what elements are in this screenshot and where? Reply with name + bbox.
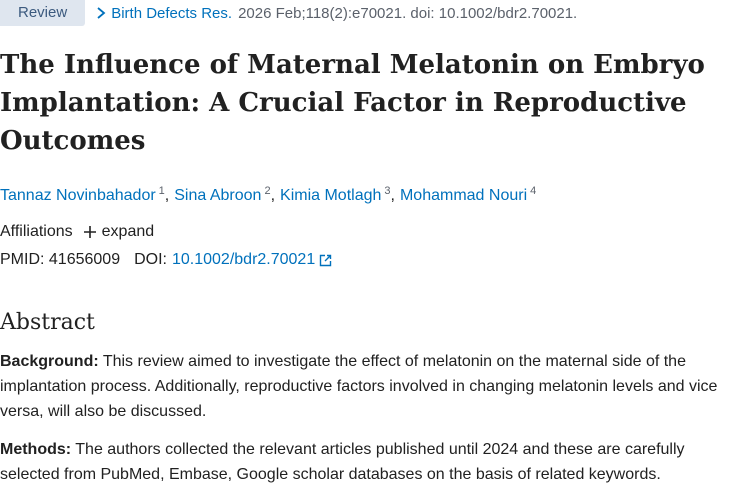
pmid-label: PMID: <box>0 251 45 268</box>
abstract-background: Background: This review aimed to investi… <box>0 349 740 424</box>
plus-icon <box>83 226 96 238</box>
expand-affiliations-button[interactable]: expand <box>83 221 155 243</box>
article-type-badge: Review <box>0 0 86 26</box>
journal-link[interactable]: Birth Defects Res. <box>111 4 233 22</box>
citation-bar: Review Birth Defects Res. 2026 Feb;118(2… <box>0 0 577 26</box>
author-link[interactable]: Kimia Motlagh 3 <box>280 185 391 204</box>
pmid-value: 41656009 <box>48 251 121 268</box>
abstract-methods: Methods: The authors collected the relev… <box>0 437 740 487</box>
external-link-icon <box>320 254 332 266</box>
author-list: Tannaz Novinbahador 1, Sina Abroon 2, Kimia … <box>0 180 536 207</box>
author-separator: , <box>164 187 170 204</box>
identifiers-row: PMID: 41656009 DOI: 10.1002/bdr2.70021 <box>0 249 332 271</box>
citation: Birth Defects Res. 2026 Feb;118(2):e7002… <box>95 5 577 22</box>
doi-link[interactable]: 10.1002/bdr2.70021 <box>172 249 332 271</box>
affiliation-ref[interactable]: 1 <box>158 185 165 197</box>
abstract-heading: Abstract <box>0 310 95 335</box>
author-link[interactable]: Mohammad Nouri 4 <box>399 185 537 204</box>
section-label: Methods: <box>0 441 72 458</box>
author-link[interactable]: Tannaz Novinbahador 1 <box>0 185 165 204</box>
citation-details: 2026 Feb;118(2):e70021. doi: 10.1002/bdr… <box>238 4 578 22</box>
author-separator: , <box>270 187 276 204</box>
author-link[interactable]: Sina Abroon 2 <box>174 185 271 204</box>
section-label: Background: <box>0 353 99 370</box>
affiliations-label: Affiliations <box>0 223 73 240</box>
section-text: This review aimed to investigate the eff… <box>0 353 718 420</box>
chevron-right-icon[interactable] <box>95 6 107 20</box>
affiliation-ref[interactable]: 3 <box>384 185 391 197</box>
affiliation-ref[interactable]: 4 <box>530 185 537 197</box>
expand-label: expand <box>101 223 155 240</box>
article-title: The Influence of Maternal Melatonin on E… <box>0 50 705 156</box>
section-text: The authors collected the relevant artic… <box>0 441 685 483</box>
doi-label: DOI: <box>134 251 167 268</box>
affiliations-row: Affiliations expand <box>0 221 154 243</box>
doi-value[interactable]: 10.1002/bdr2.70021 <box>171 251 316 268</box>
author-separator: , <box>390 187 395 204</box>
affiliation-ref[interactable]: 2 <box>264 185 271 197</box>
